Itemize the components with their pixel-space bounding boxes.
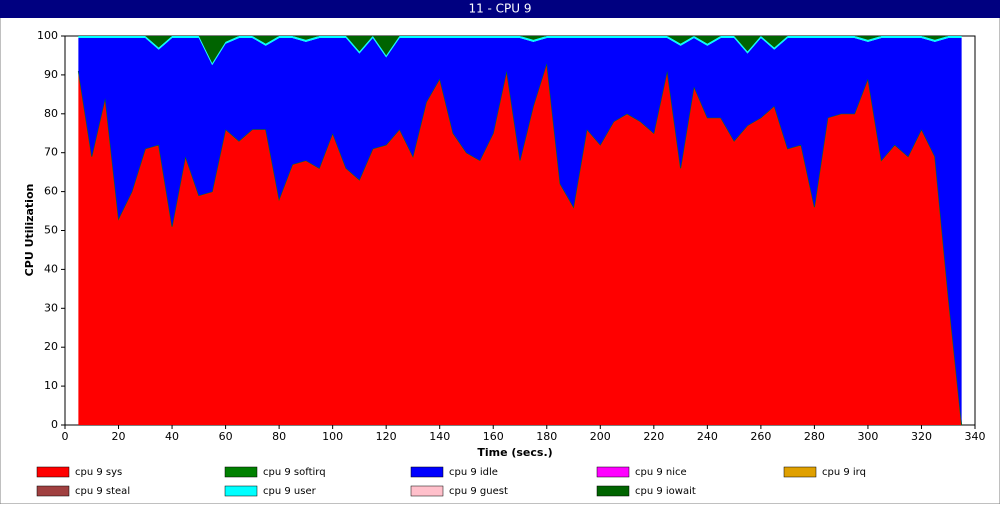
legend-label: cpu 9 sys <box>75 467 122 478</box>
x-axis-label: Time (secs.) <box>477 446 552 459</box>
x-tick-label: 280 <box>804 430 825 443</box>
legend-swatch <box>224 466 258 478</box>
x-tick-label: 160 <box>483 430 504 443</box>
x-tick-label: 100 <box>322 430 343 443</box>
x-tick-label: 0 <box>62 430 69 443</box>
y-tick-label: 20 <box>44 340 58 353</box>
area <box>78 37 962 425</box>
legend-swatch <box>36 466 70 478</box>
y-tick-label: 90 <box>44 68 58 81</box>
x-tick-label: 300 <box>857 430 878 443</box>
legend-swatch <box>410 485 444 497</box>
legend-label: cpu 9 iowait <box>635 486 696 497</box>
x-tick-label: 140 <box>429 430 450 443</box>
y-tick-label: 50 <box>44 224 58 237</box>
chart-title: 11 - CPU 9 <box>468 2 531 16</box>
area <box>78 63 962 425</box>
x-tick-label: 20 <box>112 430 126 443</box>
legend-label: cpu 9 nice <box>635 467 687 478</box>
y-tick-label: 0 <box>51 418 58 431</box>
x-tick-label: 320 <box>911 430 932 443</box>
x-tick-label: 40 <box>165 430 179 443</box>
y-axis-label: CPU Utilization <box>23 184 36 277</box>
y-tick-label: 60 <box>44 185 58 198</box>
y-tick-label: 30 <box>44 301 58 314</box>
x-tick-label: 240 <box>697 430 718 443</box>
x-tick-label: 260 <box>750 430 771 443</box>
x-tick-label: 180 <box>536 430 557 443</box>
legend-label: cpu 9 user <box>263 486 317 497</box>
legend-swatch <box>224 485 258 497</box>
legend-label: cpu 9 softirq <box>263 467 326 478</box>
title-bar <box>0 0 1000 18</box>
x-tick-label: 200 <box>590 430 611 443</box>
legend-swatch <box>410 466 444 478</box>
x-tick-label: 80 <box>272 430 286 443</box>
area <box>78 36 962 66</box>
area <box>78 36 962 64</box>
x-tick-label: 340 <box>965 430 986 443</box>
y-tick-label: 10 <box>44 379 58 392</box>
y-tick-label: 100 <box>37 29 58 42</box>
x-tick-label: 60 <box>219 430 233 443</box>
legend-swatch <box>783 466 817 478</box>
legend-label: cpu 9 steal <box>75 486 130 497</box>
legend-swatch <box>596 485 630 497</box>
y-tick-label: 80 <box>44 107 58 120</box>
y-tick-label: 70 <box>44 146 58 159</box>
y-tick-label: 40 <box>44 262 58 275</box>
legend-swatch <box>36 485 70 497</box>
x-tick-label: 120 <box>376 430 397 443</box>
legend-label: cpu 9 guest <box>449 486 508 497</box>
legend-swatch <box>596 466 630 478</box>
legend-label: cpu 9 irq <box>822 467 866 478</box>
x-tick-label: 220 <box>643 430 664 443</box>
legend-label: cpu 9 idle <box>449 467 498 478</box>
